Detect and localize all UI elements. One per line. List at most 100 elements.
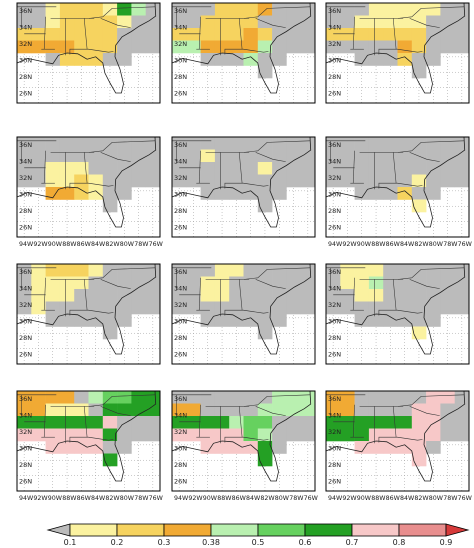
heatmap-cell — [172, 28, 187, 41]
heatmap-cell — [440, 174, 455, 188]
colorbar-segment — [116, 523, 165, 537]
lon-tick-label: 88W — [62, 495, 77, 502]
lon-tick-label: 82W — [105, 495, 120, 502]
heatmap-cell — [368, 174, 384, 188]
heatmap-cell — [117, 264, 132, 277]
heatmap-cell — [31, 289, 46, 302]
heatmap-cell — [74, 187, 89, 200]
heatmap-cell — [272, 174, 287, 188]
heatmap-cell — [186, 416, 201, 429]
heatmap-cell — [31, 174, 46, 188]
lon-tick-label: 76W — [304, 495, 319, 502]
heatmap-cell — [272, 40, 287, 54]
heatmap-cell — [131, 15, 146, 29]
panel-frame — [16, 390, 161, 492]
heatmap-cell — [59, 162, 75, 175]
colorbar-segment — [163, 523, 212, 537]
heatmap-cell — [397, 391, 413, 404]
heatmap-cell — [131, 137, 146, 150]
heatmap-cell — [117, 28, 132, 41]
heatmap-cell — [354, 403, 370, 417]
lat-tick-label: 34N — [19, 285, 32, 293]
heatmap-cell — [326, 137, 341, 150]
lat-tick-label: 28N — [328, 207, 341, 215]
heatmap-cell — [272, 187, 287, 200]
heatmap-cell — [454, 40, 470, 54]
heatmap-cell — [131, 301, 146, 315]
heatmap-cell — [17, 28, 32, 41]
heatmap-cell — [229, 3, 244, 16]
state-border — [238, 152, 243, 184]
state-border — [83, 18, 88, 50]
heatmap-cell — [45, 3, 61, 16]
heatmap-cell — [300, 3, 316, 16]
heatmap-cell — [102, 187, 118, 200]
heatmap-cell — [145, 301, 161, 315]
heatmap-cell — [300, 289, 316, 302]
heatmap-cell — [74, 403, 89, 417]
state-border — [352, 404, 355, 438]
heatmap-cell — [383, 137, 398, 150]
heatmap-cell — [326, 264, 341, 277]
state-border — [255, 279, 286, 289]
heatmap-cell — [454, 162, 470, 175]
heatmap-cell — [272, 264, 287, 277]
heatmap-cell — [397, 187, 413, 200]
heatmap-cell — [368, 15, 384, 29]
heatmap-cell — [88, 187, 104, 200]
map-panel-7: 36N 34N 32N 30N 28N 26N — [16, 263, 161, 365]
lon-tick-label: 82W — [414, 495, 429, 502]
colorbar-segment — [69, 523, 118, 537]
heatmap-cell — [272, 428, 287, 442]
heatmap-cell — [286, 276, 301, 290]
heatmap-cell — [300, 137, 316, 150]
heatmap-cell — [300, 301, 316, 315]
panel-frame — [325, 2, 470, 104]
state-border — [409, 406, 440, 416]
heatmap-cell — [243, 314, 259, 327]
heatmap-cell — [214, 162, 230, 175]
heatmap-cell — [74, 276, 89, 290]
lon-tick-label: 92W — [342, 241, 357, 248]
heatmap-cell — [214, 276, 230, 290]
heatmap-cell — [172, 301, 187, 315]
heatmap-cell — [411, 326, 427, 340]
heatmap-cell — [186, 137, 201, 150]
heatmap-cell — [454, 301, 470, 315]
heatmap-cell — [102, 453, 118, 467]
state-border — [224, 309, 244, 316]
heatmap-cell — [397, 428, 413, 442]
lon-tick-label: 88W — [217, 495, 232, 502]
colorbar-tick-label: 0.7 — [346, 538, 359, 547]
heatmap-cell — [131, 428, 146, 442]
heatmap-cell — [426, 416, 441, 429]
heatmap-cell — [286, 264, 301, 277]
lon-tick-label: 80W — [429, 495, 444, 502]
heatmap-cell — [300, 174, 316, 188]
heatmap-cell — [286, 149, 301, 163]
map-panel-1: 36N 34N 32N 30N 28N 26N — [16, 2, 161, 104]
coastline — [16, 263, 157, 355]
lon-tick-label: 90W — [357, 495, 372, 502]
heatmap-cell — [229, 416, 244, 429]
heatmap-cell — [74, 314, 89, 327]
heatmap-cell — [74, 441, 89, 454]
heatmap-cell — [102, 40, 118, 54]
heatmap-cell — [257, 314, 273, 327]
heatmap-cell — [45, 441, 61, 454]
lat-tick-label: 28N — [174, 334, 187, 342]
heatmap-cell — [286, 289, 301, 302]
heatmap-cell — [145, 428, 161, 442]
heatmap-cell — [117, 403, 132, 417]
heatmap-cell — [200, 301, 216, 315]
lat-tick-label: 32N — [328, 301, 341, 309]
heatmap-cell — [411, 264, 427, 277]
heatmap-cell — [74, 40, 89, 54]
heatmap-cell — [354, 391, 370, 404]
lat-tick-label: 34N — [174, 285, 187, 293]
lat-tick-label: 30N — [328, 57, 341, 65]
lon-tick-label: 90W — [357, 241, 372, 248]
heatmap-cell — [145, 15, 161, 29]
heatmap-cell — [383, 289, 398, 302]
heatmap-cell — [411, 289, 427, 302]
